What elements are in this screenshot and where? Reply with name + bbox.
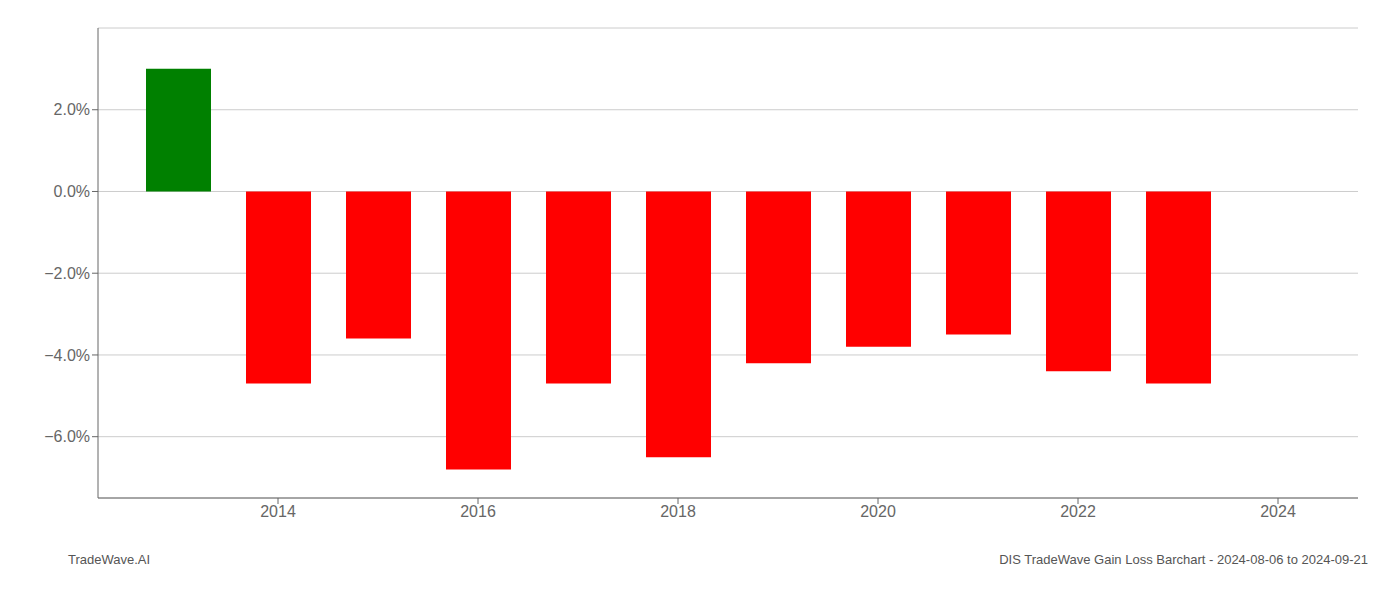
svg-text:2014: 2014	[260, 503, 296, 520]
svg-text:2016: 2016	[460, 503, 496, 520]
svg-text:2.0%: 2.0%	[54, 101, 90, 118]
svg-text:2024: 2024	[1260, 503, 1296, 520]
svg-text:2022: 2022	[1060, 503, 1096, 520]
svg-text:−4.0%: −4.0%	[44, 347, 90, 364]
svg-text:0.0%: 0.0%	[54, 183, 90, 200]
html-text:TradeWave.AI: TradeWave.AI	[68, 552, 151, 567]
html-text:DIS TradeWave Gain Loss Barcha: DIS TradeWave Gain Loss Barchart - 2024-…	[999, 552, 1368, 567]
svg-text:−2.0%: −2.0%	[44, 265, 90, 282]
svg-text:2018: 2018	[660, 503, 696, 520]
svg-text:2020: 2020	[860, 503, 896, 520]
svg-text:−6.0%: −6.0%	[44, 428, 90, 445]
